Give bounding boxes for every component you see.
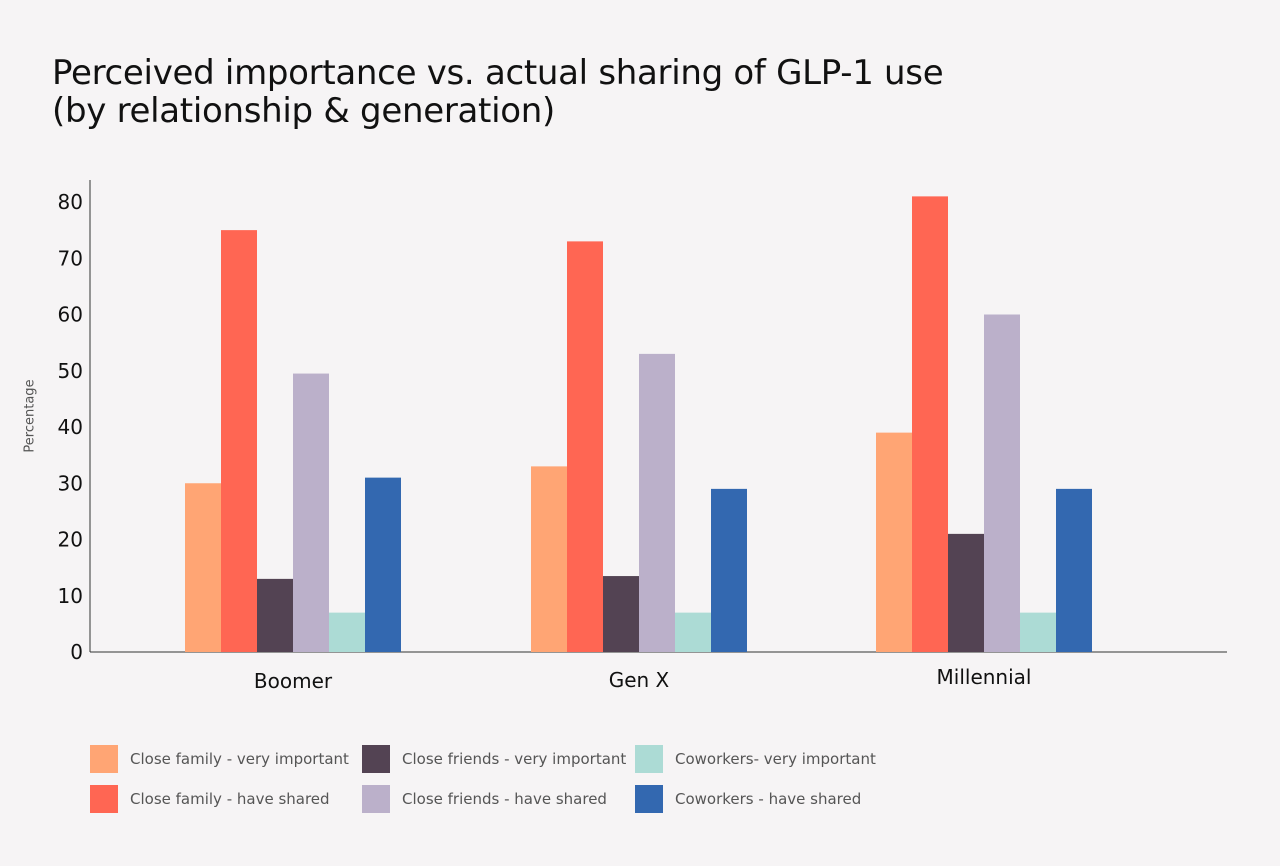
y-tick-label: 0 (70, 640, 83, 664)
bar (257, 578, 293, 652)
chart-title-line-2: (by relationship & generation) (52, 91, 555, 131)
legend-label: Close family - have shared (130, 790, 330, 808)
legend-label: Close family - very important (130, 750, 349, 768)
bar (1056, 488, 1092, 652)
bar (293, 373, 329, 652)
y-tick-label: 70 (58, 246, 83, 270)
legend-swatch (90, 745, 118, 773)
y-tick-label: 60 (58, 303, 83, 327)
y-tick-label: 50 (58, 359, 83, 383)
legend-item-close-family-have-shared: Close family - have shared (90, 785, 330, 813)
bar (603, 576, 639, 652)
bar (912, 196, 948, 652)
chart-title-line-1: Perceived importance vs. actual sharing … (52, 53, 944, 93)
bar (639, 353, 675, 652)
y-tick-label: 20 (58, 528, 83, 552)
legend-item-close-friends-have-shared: Close friends - have shared (362, 785, 607, 813)
chart-title: Perceived importance vs. actual sharing … (52, 53, 944, 131)
bar (567, 241, 603, 652)
legend-label: Close friends - have shared (402, 790, 607, 808)
legend-label: Coworkers - have shared (675, 790, 862, 808)
bar (711, 488, 747, 652)
legend-item-coworkers-have-shared: Coworkers - have shared (635, 785, 861, 813)
bar (531, 466, 567, 652)
x-tick-label: Gen X (609, 668, 670, 692)
legend-swatch (90, 785, 118, 813)
bar (221, 230, 257, 652)
x-tick-label: Millennial (937, 665, 1032, 689)
y-tick-label: 80 (58, 190, 83, 214)
bar (365, 477, 401, 652)
legend-label: Coworkers- very important (675, 750, 876, 768)
legend-swatch (362, 785, 390, 813)
bar (675, 612, 711, 652)
bar-chart: 0 10 20 30 40 50 60 70 80 Boomer Gen X Millennial (58, 180, 1227, 693)
legend-item-coworkers-very-important: Coworkers- very important (635, 745, 876, 773)
y-tick-label: 30 (58, 471, 83, 495)
bar (185, 483, 221, 652)
legend-swatch (362, 745, 390, 773)
bar (329, 612, 365, 652)
bar (984, 314, 1020, 652)
legend-item-close-family-very-important: Close family - very important (90, 745, 349, 773)
legend-swatch (635, 785, 663, 813)
bar (948, 533, 984, 652)
bar (1020, 612, 1056, 652)
legend-label: Close friends - very important (402, 750, 627, 768)
y-tick-label: 40 (58, 415, 83, 439)
x-tick-label: Boomer (254, 669, 333, 693)
legend-item-close-friends-very-important: Close friends - very important (362, 745, 626, 773)
legend-swatch (635, 745, 663, 773)
bar (876, 432, 912, 652)
y-tick-label: 10 (58, 584, 83, 608)
